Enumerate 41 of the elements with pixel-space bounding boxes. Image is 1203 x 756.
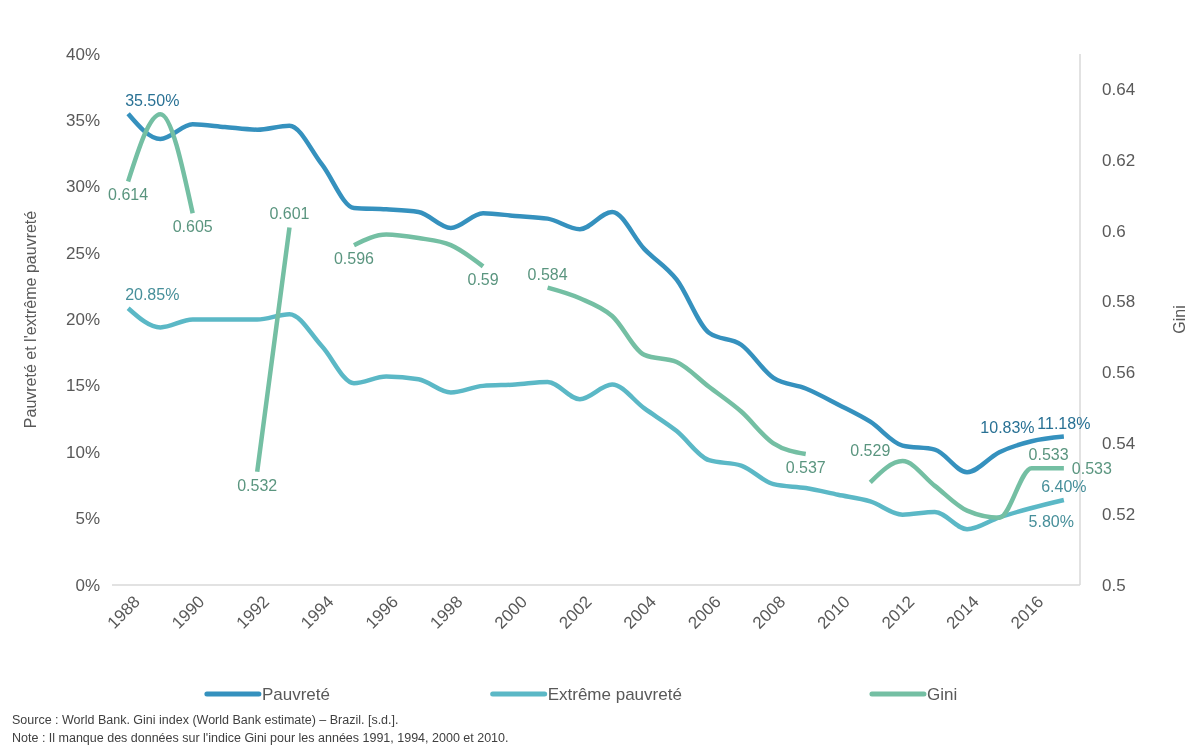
data-label: 0.533 — [1028, 446, 1069, 464]
data-label: 11.18% — [1037, 414, 1091, 432]
data-label: 0.614 — [108, 186, 149, 204]
y2-tick-label: 0.6 — [1102, 221, 1126, 241]
data-label: 6.40% — [1041, 478, 1087, 496]
data-label: 5.80% — [1028, 513, 1074, 531]
data-label: 10.83% — [980, 419, 1035, 437]
y-tick-label: 30% — [65, 177, 100, 197]
text: Note : Il manque des données sur l'indice Gini pour les années 1991, 1994, 2000 et 2010. — [12, 731, 509, 745]
legend-label: Gini — [926, 684, 958, 704]
data-label: 0.596 — [333, 250, 375, 268]
y2-tick-label: 0.58 — [1102, 292, 1136, 312]
data-label: 0.533 — [1071, 459, 1112, 477]
y-tick-label: 10% — [65, 442, 100, 462]
y2-tick-label: 0.52 — [1102, 504, 1136, 524]
y-tick-label: 40% — [65, 44, 100, 64]
data-label: 0.601 — [269, 205, 310, 223]
y-axis-title: Pauvreté et l'extrême pauvreté — [21, 210, 39, 429]
y-tick-label: 20% — [65, 310, 100, 329]
y2-tick-label: 0.5 — [1102, 575, 1126, 595]
y-tick-label: 5% — [75, 509, 100, 529]
data-label: 0.537 — [785, 459, 826, 477]
y-tick-label: 35% — [65, 110, 100, 130]
y2-tick-label: 0.64 — [1102, 79, 1136, 99]
data-label: 0.605 — [172, 218, 213, 236]
data-label: 0.532 — [237, 476, 278, 494]
y-tick-label: 25% — [65, 243, 100, 263]
source-note: Source : World Bank. Gini index (World Bank estimate) – Brazil. [s.d.]. — [12, 713, 399, 727]
data-label: 0.59 — [467, 271, 499, 289]
y2-tick-label: 0.56 — [1102, 363, 1136, 383]
y2-tick-label: 0.54 — [1102, 433, 1136, 453]
data-label: 20.85% — [125, 286, 180, 304]
data-label: 35.50% — [125, 91, 180, 109]
data-label: 0.529 — [850, 442, 891, 460]
legend-label: Pauvreté — [261, 684, 330, 704]
y-tick-label: 15% — [65, 376, 100, 396]
data-label: 0.584 — [527, 265, 568, 283]
legend-label: Extrême pauvreté — [547, 684, 682, 704]
y2-axis-title: Gini — [1170, 305, 1188, 334]
y-tick-label: 0% — [75, 575, 100, 595]
y2-tick-label: 0.62 — [1102, 150, 1136, 170]
